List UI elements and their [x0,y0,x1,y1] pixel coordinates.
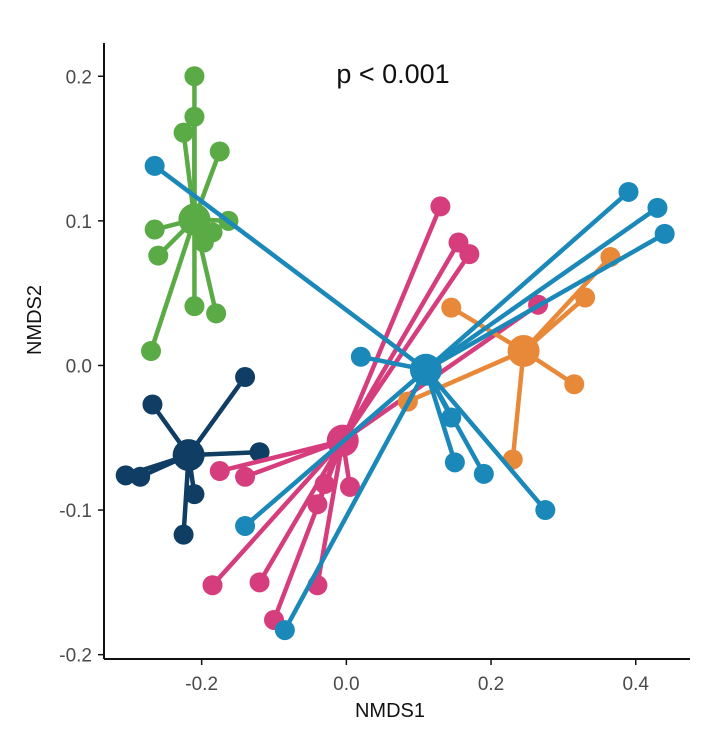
y-tick-label: 0.2 [66,67,92,88]
group-1 [141,66,239,361]
group-5 [144,155,675,641]
data-point [130,466,151,487]
data-point [249,442,270,463]
spider-line [242,367,429,529]
data-point [184,296,205,317]
y-tick-label: -0.2 [59,646,92,667]
data-point [235,466,256,487]
data-point [141,341,162,361]
data-point [535,500,556,521]
data-point [654,223,675,244]
data-point [193,232,214,253]
data-point [430,196,451,217]
spider-line [423,189,631,373]
spider-line [423,231,667,373]
data-point [473,463,494,484]
x-tick-label: 0.4 [623,674,650,695]
data-point [274,620,295,641]
y-tick-label: -0.1 [59,501,92,522]
data-point [314,474,335,495]
x-axis-title: NMDS1 [355,700,425,722]
data-point [184,66,205,87]
spider-line [423,367,458,465]
spider-line [510,348,526,462]
p-value-annotation: p < 0.001 [336,59,449,89]
spider-line [340,240,461,443]
data-point [249,572,270,593]
spider-line [242,438,345,480]
data-point [647,197,668,218]
data-point [144,219,165,240]
spider-line [340,204,443,443]
group-2 [115,367,270,545]
spider-line [271,438,345,623]
data-point [441,407,462,428]
data-point [115,465,136,486]
data-point [459,244,480,265]
data-point [173,524,194,545]
data-point [173,122,194,143]
y-axis-title: NMDS2 [24,285,46,355]
data-point [350,346,371,367]
data-point [235,515,256,536]
spider-line [217,438,345,474]
axes: -0.2 0.0 0.2 0.4 -0.2 -0.1 0.0 0.1 0.2 [59,43,690,695]
spider-line [152,163,429,373]
x-tick-label: -0.2 [185,674,218,695]
spider-line [186,374,248,458]
data-point [618,181,639,202]
data-point [209,461,230,482]
spider-line [282,367,429,633]
spider-line [405,348,526,404]
data-point [144,155,165,176]
data-point [184,106,205,127]
group-centroid [409,353,442,386]
data-point [209,141,230,162]
data-point [339,476,360,497]
x-tick-label: 0.2 [478,674,504,695]
data-point [441,297,462,318]
spider-line [257,438,345,585]
data-point [575,287,596,308]
data-layer [115,66,675,641]
data-point [307,494,328,515]
data-point [202,575,223,596]
group-centroid [172,439,205,472]
data-point [148,245,169,266]
spider-line [148,217,197,354]
spider-line [340,251,472,443]
x-tick-label: 0.0 [333,674,359,695]
data-point [444,452,465,473]
data-point [142,394,163,415]
tick-marks [98,75,637,665]
y-tick-label: 0.1 [66,212,92,233]
group-centroid [507,335,540,367]
group-centroid [178,203,211,236]
data-point [206,303,227,324]
data-point [184,484,205,505]
spider-line [423,367,548,513]
spider-line [210,438,345,588]
data-point [235,367,256,388]
data-point [564,374,585,395]
y-tick-label: 0.0 [66,356,92,377]
spider-line [423,205,660,373]
